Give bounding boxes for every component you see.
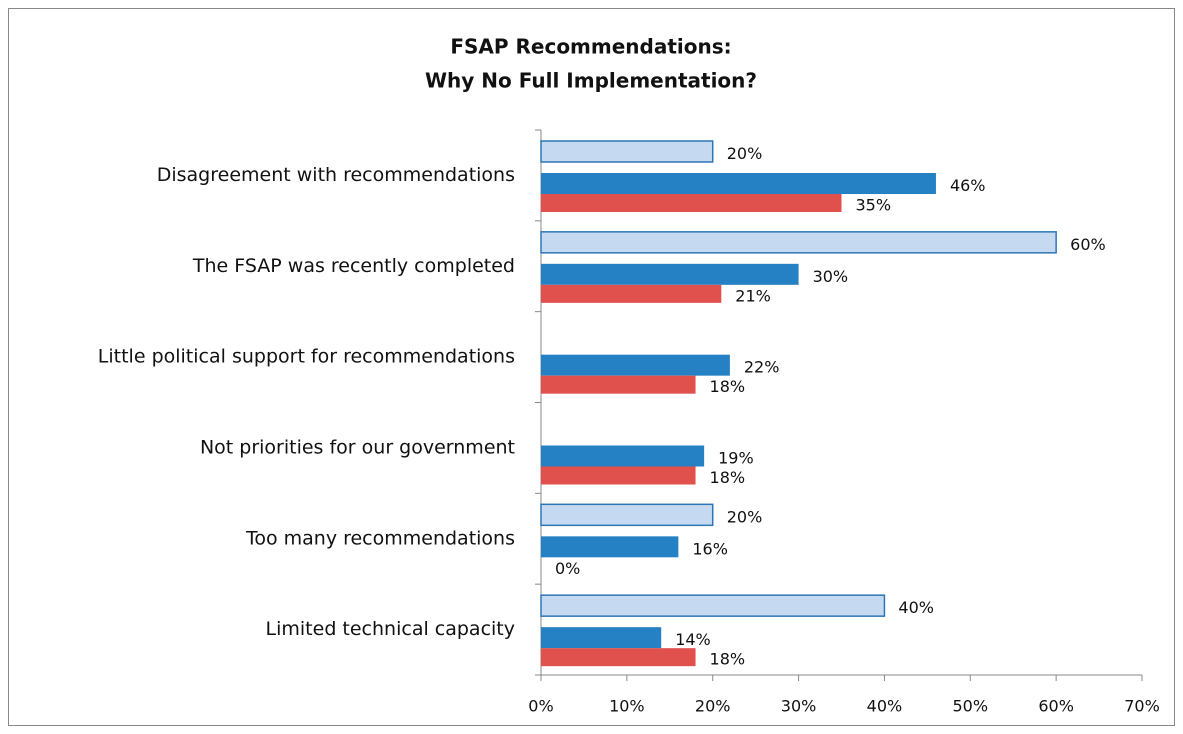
value-label: 40% (898, 598, 934, 617)
bar (541, 445, 705, 467)
category-label: Not priorities for our government (200, 436, 515, 458)
x-tick-label: 50% (953, 697, 989, 716)
chart-title: FSAP Recommendations: (450, 35, 731, 59)
category-label: Too many recommendations (245, 527, 515, 549)
x-tick-label: 20% (695, 697, 731, 716)
value-label: 20% (727, 144, 763, 163)
value-label: 14% (675, 630, 711, 649)
bar (540, 594, 886, 617)
bar (541, 263, 799, 285)
value-label: 60% (1070, 235, 1106, 254)
value-label: 18% (710, 650, 746, 669)
value-label: 20% (727, 507, 763, 526)
bar (540, 140, 714, 163)
x-tick-label: 0% (528, 697, 553, 716)
value-label: 30% (813, 267, 849, 286)
value-label: 0% (555, 559, 580, 578)
x-tick-label: 70% (1124, 697, 1160, 716)
value-label: 19% (718, 449, 754, 468)
bar (541, 375, 696, 394)
bar (541, 284, 722, 303)
value-label: 35% (856, 196, 892, 215)
category-label: Limited technical capacity (266, 618, 515, 640)
bar (541, 173, 936, 194)
x-tick-label: 10% (609, 697, 645, 716)
bar (541, 194, 842, 212)
category-label: Disagreement with recommendations (157, 164, 515, 186)
bar (541, 466, 696, 485)
value-label: 16% (692, 539, 728, 558)
category-label: The FSAP was recently completed (192, 255, 515, 277)
value-label: 21% (735, 286, 771, 305)
x-tick-label: 60% (1038, 697, 1074, 716)
chart-title: Why No Full Implementation? (425, 69, 757, 93)
bar (541, 536, 679, 558)
value-label: 22% (744, 358, 780, 377)
bar (541, 648, 696, 667)
value-label: 46% (950, 176, 986, 195)
value-label: 18% (710, 377, 746, 396)
category-label: Little political support for recommendat… (98, 346, 515, 368)
bar (540, 231, 1057, 254)
x-tick-label: 40% (867, 697, 903, 716)
x-tick-label: 30% (781, 697, 817, 716)
value-label: 18% (710, 468, 746, 487)
bar (540, 503, 714, 527)
bar (541, 354, 730, 376)
bar (541, 627, 662, 649)
